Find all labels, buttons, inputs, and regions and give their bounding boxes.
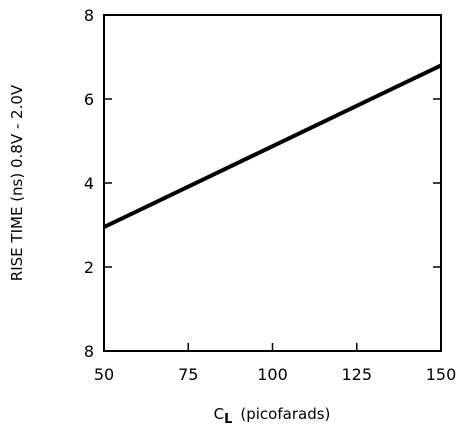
y-axis-tick-labels: 8 2 4 6 8 (84, 6, 94, 361)
x-axis-ticks (103, 343, 442, 351)
y-tick-label-3: 6 (84, 90, 94, 109)
series-line-0 (103, 63, 442, 229)
x-axis-title-suffix: (picofarads) (240, 405, 330, 423)
x-axis-title: CL (picofarads) (214, 405, 331, 427)
y-axis-ticks (104, 14, 441, 352)
x-tick-label-1: 75 (178, 365, 198, 384)
x-tick-label-2: 100 (257, 365, 288, 384)
x-axis-tick-labels: 50 75 100 125 150 (94, 365, 456, 384)
x-tick-label-3: 125 (341, 365, 372, 384)
y-tick-label-2: 4 (84, 174, 94, 193)
x-tick-label-0: 50 (94, 365, 114, 384)
y-axis-title: RISE TIME (ns) 0.8V - 2.0V (8, 84, 26, 281)
plot-frame (103, 14, 442, 352)
y-tick-label-4: 8 (84, 6, 94, 25)
x-axis-title-subscript: L (224, 412, 232, 427)
y-tick-label-1: 2 (84, 258, 94, 277)
y-tick-label-0: 8 (84, 342, 94, 361)
x-tick-label-4: 150 (426, 365, 457, 384)
series-layer (103, 63, 442, 229)
x-axis-title-main: C (214, 405, 224, 423)
